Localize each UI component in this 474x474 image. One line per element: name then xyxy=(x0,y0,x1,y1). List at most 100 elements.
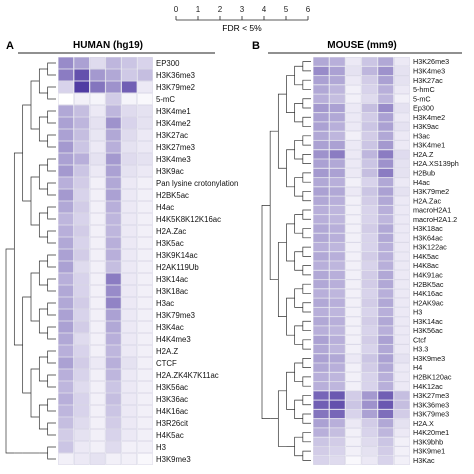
row-label: H4K5ac xyxy=(156,431,184,440)
heatmap-cell xyxy=(137,357,153,369)
heatmap-cell xyxy=(137,345,153,357)
row-label: H3K4me3 xyxy=(413,67,445,76)
heatmap-cell xyxy=(394,381,410,391)
heatmap-cell xyxy=(58,69,74,81)
heatmap-cell xyxy=(313,270,329,280)
heatmap-cell xyxy=(329,279,346,289)
row-label: H3Kac xyxy=(413,456,435,465)
heatmap-cell xyxy=(361,57,378,67)
heatmap-cell xyxy=(313,242,329,252)
heatmap-cell xyxy=(74,249,90,261)
heatmap-cell xyxy=(361,242,378,252)
heatmap-cell xyxy=(121,441,137,453)
heatmap-cell xyxy=(377,131,394,141)
row-label: Ctcf xyxy=(413,335,427,344)
row-label: H4ac xyxy=(413,178,430,187)
heatmap-cell xyxy=(377,242,394,252)
heatmap-cell xyxy=(377,112,394,122)
panel-a-row-labels: EP300 H3K36me3 H3K79me2 5-mC H3K4me1 H3K4me2 H… xyxy=(156,59,238,464)
heatmap-cell xyxy=(313,381,329,391)
row-label: H3K36ac xyxy=(156,395,188,404)
panel-a-heatmap-cells xyxy=(58,57,153,465)
heatmap-cell xyxy=(105,153,122,165)
heatmap-cell xyxy=(105,441,122,453)
legend-tick-label: 5 xyxy=(284,5,289,14)
row-label: H2AK119Ub xyxy=(156,263,199,272)
heatmap-cell xyxy=(58,117,74,129)
row-label: H3 xyxy=(156,443,166,452)
heatmap-cell xyxy=(329,261,346,271)
heatmap-cell xyxy=(377,251,394,261)
heatmap-cell xyxy=(74,117,90,129)
dendrogram-branch xyxy=(286,75,295,113)
panel-a-dendrogram xyxy=(5,62,56,460)
legend-tick-label: 1 xyxy=(196,5,201,14)
heatmap-cell xyxy=(394,316,410,326)
heatmap-cell xyxy=(121,141,137,153)
row-label: H4K8ac xyxy=(413,261,439,270)
heatmap-cell xyxy=(394,112,410,122)
heatmap-cell xyxy=(345,316,362,326)
heatmap-cell xyxy=(394,242,410,252)
heatmap-cell xyxy=(329,251,346,261)
row-label: H3K27me3 xyxy=(156,143,195,152)
heatmap-cell xyxy=(394,159,410,169)
dendrogram-branch xyxy=(277,242,287,317)
heatmap-cell xyxy=(58,81,74,93)
dendrogram-branch xyxy=(47,158,56,172)
dendrogram-branch xyxy=(30,272,40,322)
row-label: H3K14ac xyxy=(413,317,443,326)
row-label: H3K122ac xyxy=(413,243,447,252)
heatmap-cell xyxy=(105,453,122,465)
dendrogram-branch xyxy=(294,103,303,123)
heatmap-cell xyxy=(361,455,378,465)
legend-tick-label: 3 xyxy=(240,5,245,14)
heatmap-cell xyxy=(329,288,346,298)
heatmap-cell xyxy=(313,94,329,104)
dendrogram-branch xyxy=(302,413,311,424)
dendrogram-branch xyxy=(302,339,311,350)
heatmap-cell xyxy=(105,261,122,273)
row-label: H4K20me1 xyxy=(413,428,449,437)
heatmap-cell xyxy=(361,390,378,400)
heatmap-cell xyxy=(377,177,394,187)
heatmap-cell xyxy=(329,159,346,169)
heatmap-cell xyxy=(313,112,329,122)
heatmap-cell xyxy=(313,455,329,465)
heatmap-cell xyxy=(394,84,410,94)
heatmap-cell xyxy=(137,57,153,69)
heatmap-cell xyxy=(345,288,362,298)
heatmap-cell xyxy=(89,441,106,453)
dendrogram-branch xyxy=(269,130,279,280)
heatmap-cell xyxy=(121,177,137,189)
row-label: 5-hmC xyxy=(413,85,435,94)
heatmap-cell xyxy=(121,165,137,177)
heatmap-cell xyxy=(74,429,90,441)
heatmap-cell xyxy=(105,357,122,369)
heatmap-cell xyxy=(361,372,378,382)
heatmap-cell xyxy=(361,335,378,345)
heatmap-cell xyxy=(329,196,346,206)
heatmap-cell xyxy=(105,165,122,177)
heatmap-cell xyxy=(105,321,122,333)
heatmap-cell xyxy=(89,309,106,321)
heatmap-cell xyxy=(394,75,410,85)
heatmap-cell xyxy=(105,345,122,357)
heatmap-cell xyxy=(105,297,122,309)
heatmap-cell xyxy=(345,149,362,159)
heatmap-cell xyxy=(329,363,346,373)
heatmap-cell xyxy=(361,214,378,224)
heatmap-cell xyxy=(394,298,410,308)
heatmap-cell xyxy=(313,335,329,345)
row-label: H4 xyxy=(413,363,422,372)
heatmap-cell xyxy=(345,66,362,76)
heatmap-cell xyxy=(137,117,153,129)
heatmap-cell xyxy=(313,353,329,363)
heatmap-cell xyxy=(345,390,362,400)
heatmap-cell xyxy=(74,393,90,405)
heatmap-cell xyxy=(313,186,329,196)
heatmap-cell xyxy=(74,261,90,273)
heatmap-cell xyxy=(313,251,329,261)
legend-tick-label: 6 xyxy=(306,5,311,14)
row-label: H4K12ac xyxy=(413,382,443,391)
